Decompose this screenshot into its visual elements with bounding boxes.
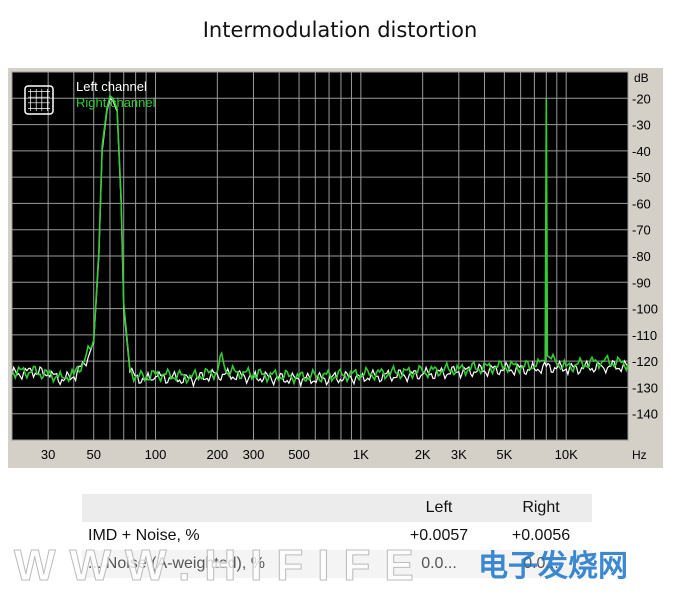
x-tick-label: 100 <box>145 447 167 462</box>
table-header-left: Left <box>388 494 490 522</box>
y-tick-label: -110 <box>632 328 657 343</box>
y-tick-label: -20 <box>632 91 651 106</box>
series-line-left <box>11 97 629 389</box>
results-table: Left Right IMD + Noise, % +0.0057 +0.005… <box>82 494 592 578</box>
y-tick-label: -80 <box>632 249 651 264</box>
y-tick-label: -90 <box>632 275 651 290</box>
x-tick-label: 1K <box>353 447 369 462</box>
row-left-value: +0.0057 <box>388 522 490 550</box>
x-tick-label: 500 <box>288 447 310 462</box>
y-unit-label: dB <box>634 71 649 85</box>
table-row: ... Noise (A-weighted), % 0.0... 0.0... <box>82 550 592 578</box>
x-unit-label: Hz <box>632 448 647 462</box>
x-tick-label: 30 <box>41 447 55 462</box>
y-tick-label: -120 <box>632 354 658 369</box>
row-left-value: 0.0... <box>388 550 490 578</box>
legend-icon <box>24 85 54 115</box>
table-row: IMD + Noise, % +0.0057 +0.0056 <box>82 522 592 550</box>
spectrum-chart: -20 -30 -40 -50 -60 -70 -80 -90 -100 -110 -120 -130… <box>11 71 658 462</box>
series-line-right <box>11 94 629 386</box>
x-tick-label: 2K <box>415 447 431 462</box>
y-tick-label: -60 <box>632 196 651 211</box>
x-tick-label: 3K <box>451 447 467 462</box>
row-right-value: 0.0... <box>490 550 592 578</box>
y-tick-label: -140 <box>632 407 658 422</box>
table-header-right: Right <box>490 494 592 522</box>
x-tick-label: 10K <box>555 447 578 462</box>
legend-entry: Left channel <box>76 79 147 94</box>
x-tick-label: 50 <box>86 447 100 462</box>
y-tick-label: -30 <box>632 118 651 133</box>
x-tick-label: 5K <box>496 447 512 462</box>
row-label: IMD + Noise, % <box>82 522 388 550</box>
row-right-value: +0.0056 <box>490 522 592 550</box>
table-header-blank <box>82 494 388 522</box>
x-tick-label: 300 <box>243 447 265 462</box>
chart-frame: -20 -30 -40 -50 -60 -70 -80 -90 -100 -110 -120 -130… <box>8 68 663 468</box>
table-header-row: Left Right <box>82 494 592 522</box>
chart-title: Intermodulation distortion <box>202 18 478 42</box>
row-label: ... Noise (A-weighted), % <box>82 550 388 578</box>
y-tick-label: -50 <box>632 170 651 185</box>
x-tick-label: 200 <box>206 447 228 462</box>
y-tick-label: -100 <box>632 302 658 317</box>
y-tick-label: -130 <box>632 380 658 395</box>
legend-entry: Right channel <box>76 95 156 110</box>
y-tick-label: -40 <box>632 144 651 159</box>
y-tick-label: -70 <box>632 223 651 238</box>
